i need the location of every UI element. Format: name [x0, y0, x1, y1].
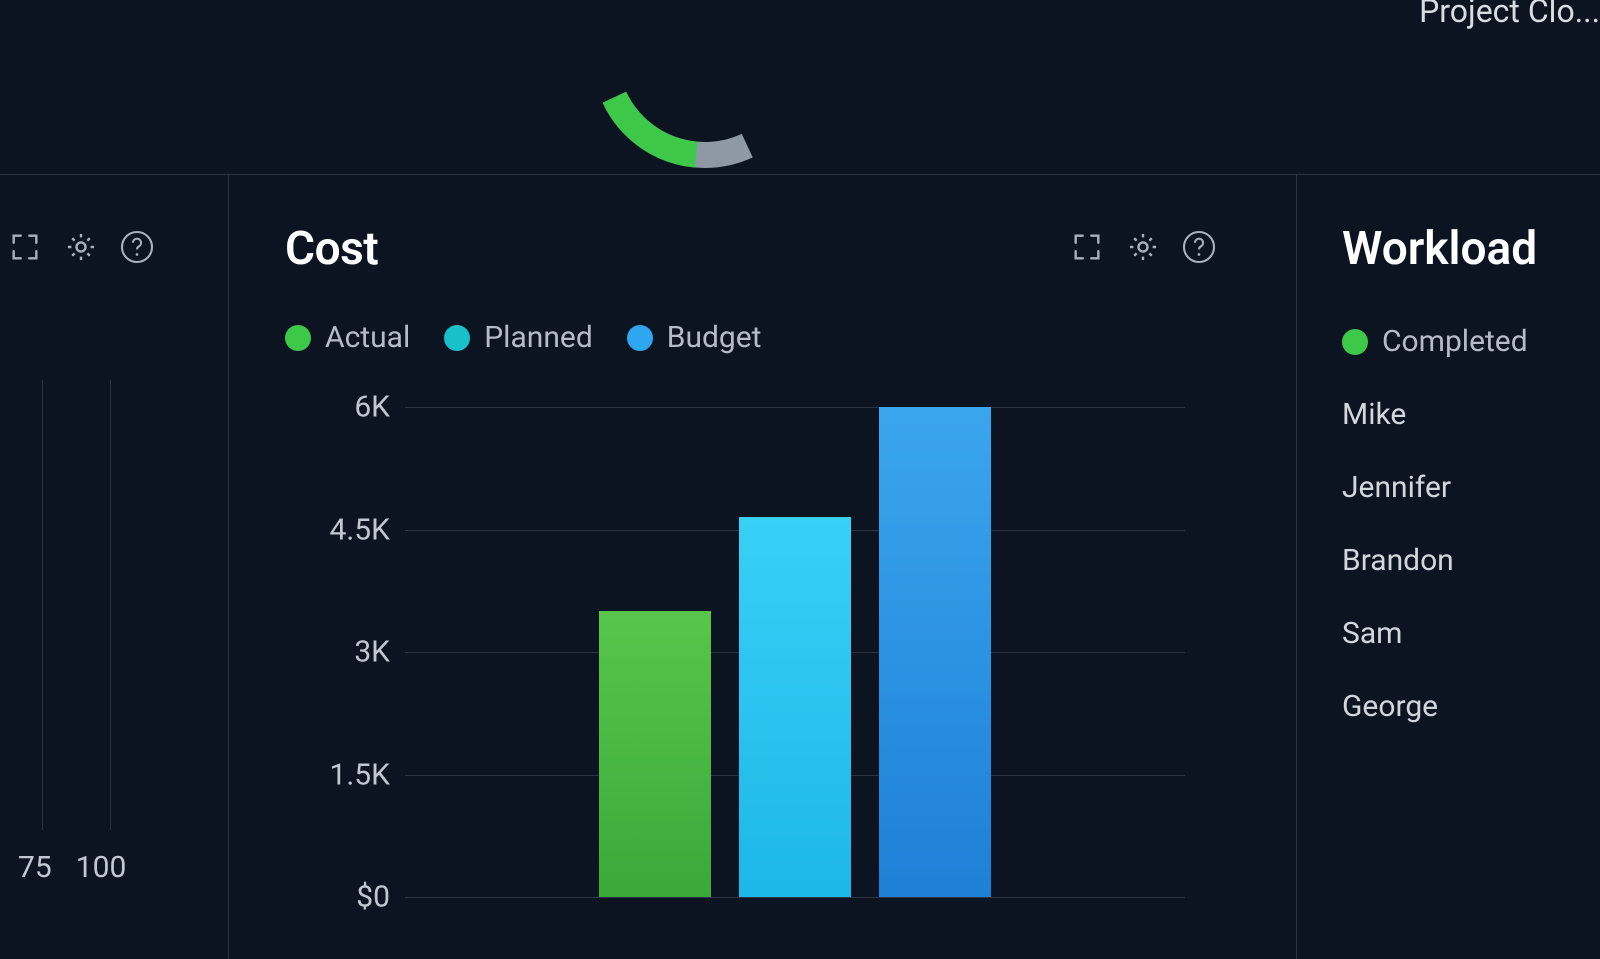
left-chart-gridline [42, 380, 43, 830]
cost-panel-header: Cost [285, 222, 378, 276]
left-chart-x-tick-label: 75 [18, 850, 52, 885]
legend-label: Planned [484, 320, 593, 355]
workload-person-name[interactable]: Brandon [1342, 543, 1600, 578]
chart-gridline [405, 897, 1185, 898]
row-divider [0, 174, 1600, 175]
cost-bar-chart: $01.5K3K4.5K6K [285, 407, 1185, 902]
left-chart-gridline [110, 380, 111, 830]
workload-legend-label: Completed [1382, 324, 1528, 359]
chart-y-tick-label: 4.5K [285, 512, 390, 547]
legend-dot-icon [627, 325, 653, 351]
chart-y-tick-label: 1.5K [285, 757, 390, 792]
workload-legend: Completed [1342, 324, 1600, 359]
workload-name-list: Mike Jennifer Brandon Sam George [1342, 397, 1600, 724]
workload-panel-title: Workload [1342, 222, 1600, 276]
chart-y-tick-label: 6K [285, 390, 390, 425]
chart-bar[interactable] [879, 407, 991, 897]
legend-dot-icon [1342, 329, 1368, 355]
help-icon[interactable] [1180, 228, 1218, 266]
workload-person-name[interactable]: Sam [1342, 616, 1600, 651]
expand-icon[interactable] [1068, 228, 1106, 266]
chart-bar[interactable] [739, 517, 851, 897]
chart-bar[interactable] [599, 611, 711, 897]
chart-bars-group [405, 407, 1185, 897]
legend-label: Actual [325, 320, 410, 355]
truncated-card-title: Project Clo... [1419, 0, 1600, 30]
gear-icon[interactable] [62, 228, 100, 266]
chart-y-tick-label: $0 [285, 880, 390, 915]
workload-panel: Workload Completed Mike Jennifer Brandon Sa… [1342, 222, 1600, 724]
cost-panel-title: Cost [285, 222, 378, 276]
cost-panel-icon-group [1068, 228, 1218, 266]
workload-person-name[interactable]: George [1342, 689, 1600, 724]
help-icon[interactable] [118, 228, 156, 266]
col-divider [228, 174, 229, 959]
workload-person-name[interactable]: Mike [1342, 397, 1600, 432]
left-chart-residual-x-labels: 75 100 [18, 850, 126, 885]
workload-person-name[interactable]: Jennifer [1342, 470, 1600, 505]
legend-item[interactable]: Budget [627, 320, 762, 355]
legend-item[interactable]: Planned [444, 320, 593, 355]
expand-icon[interactable] [6, 228, 44, 266]
legend-dot-icon [285, 325, 311, 351]
progress-donut [570, 0, 840, 190]
gear-icon[interactable] [1124, 228, 1162, 266]
col-divider [1296, 174, 1297, 959]
left-chart-x-tick-label: 100 [76, 850, 127, 885]
chart-y-tick-label: 3K [285, 635, 390, 670]
left-panel-icon-group [6, 228, 156, 266]
legend-dot-icon [444, 325, 470, 351]
legend-label: Budget [667, 320, 762, 355]
legend-item[interactable]: Actual [285, 320, 410, 355]
cost-legend: Actual Planned Budget [285, 320, 761, 355]
